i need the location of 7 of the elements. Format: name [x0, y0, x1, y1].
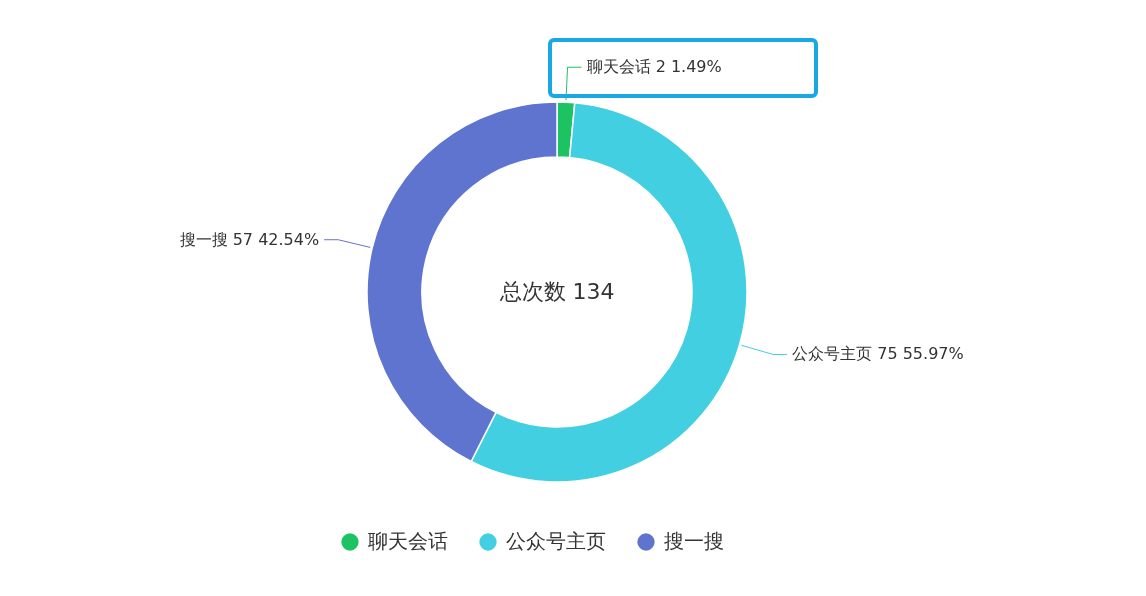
data-label: 公众号主页 75 55.97% [792, 344, 964, 364]
data-label: 聊天会话 2 1.49% [586, 57, 722, 77]
legend-label: 聊天会话 [368, 529, 448, 553]
text: 总次数 134 [498, 279, 615, 304]
legend-label: 公众号主页 [506, 529, 606, 553]
data-label: 搜一搜 57 42.54% [179, 229, 320, 249]
legend-label: 搜一搜 [664, 529, 724, 553]
